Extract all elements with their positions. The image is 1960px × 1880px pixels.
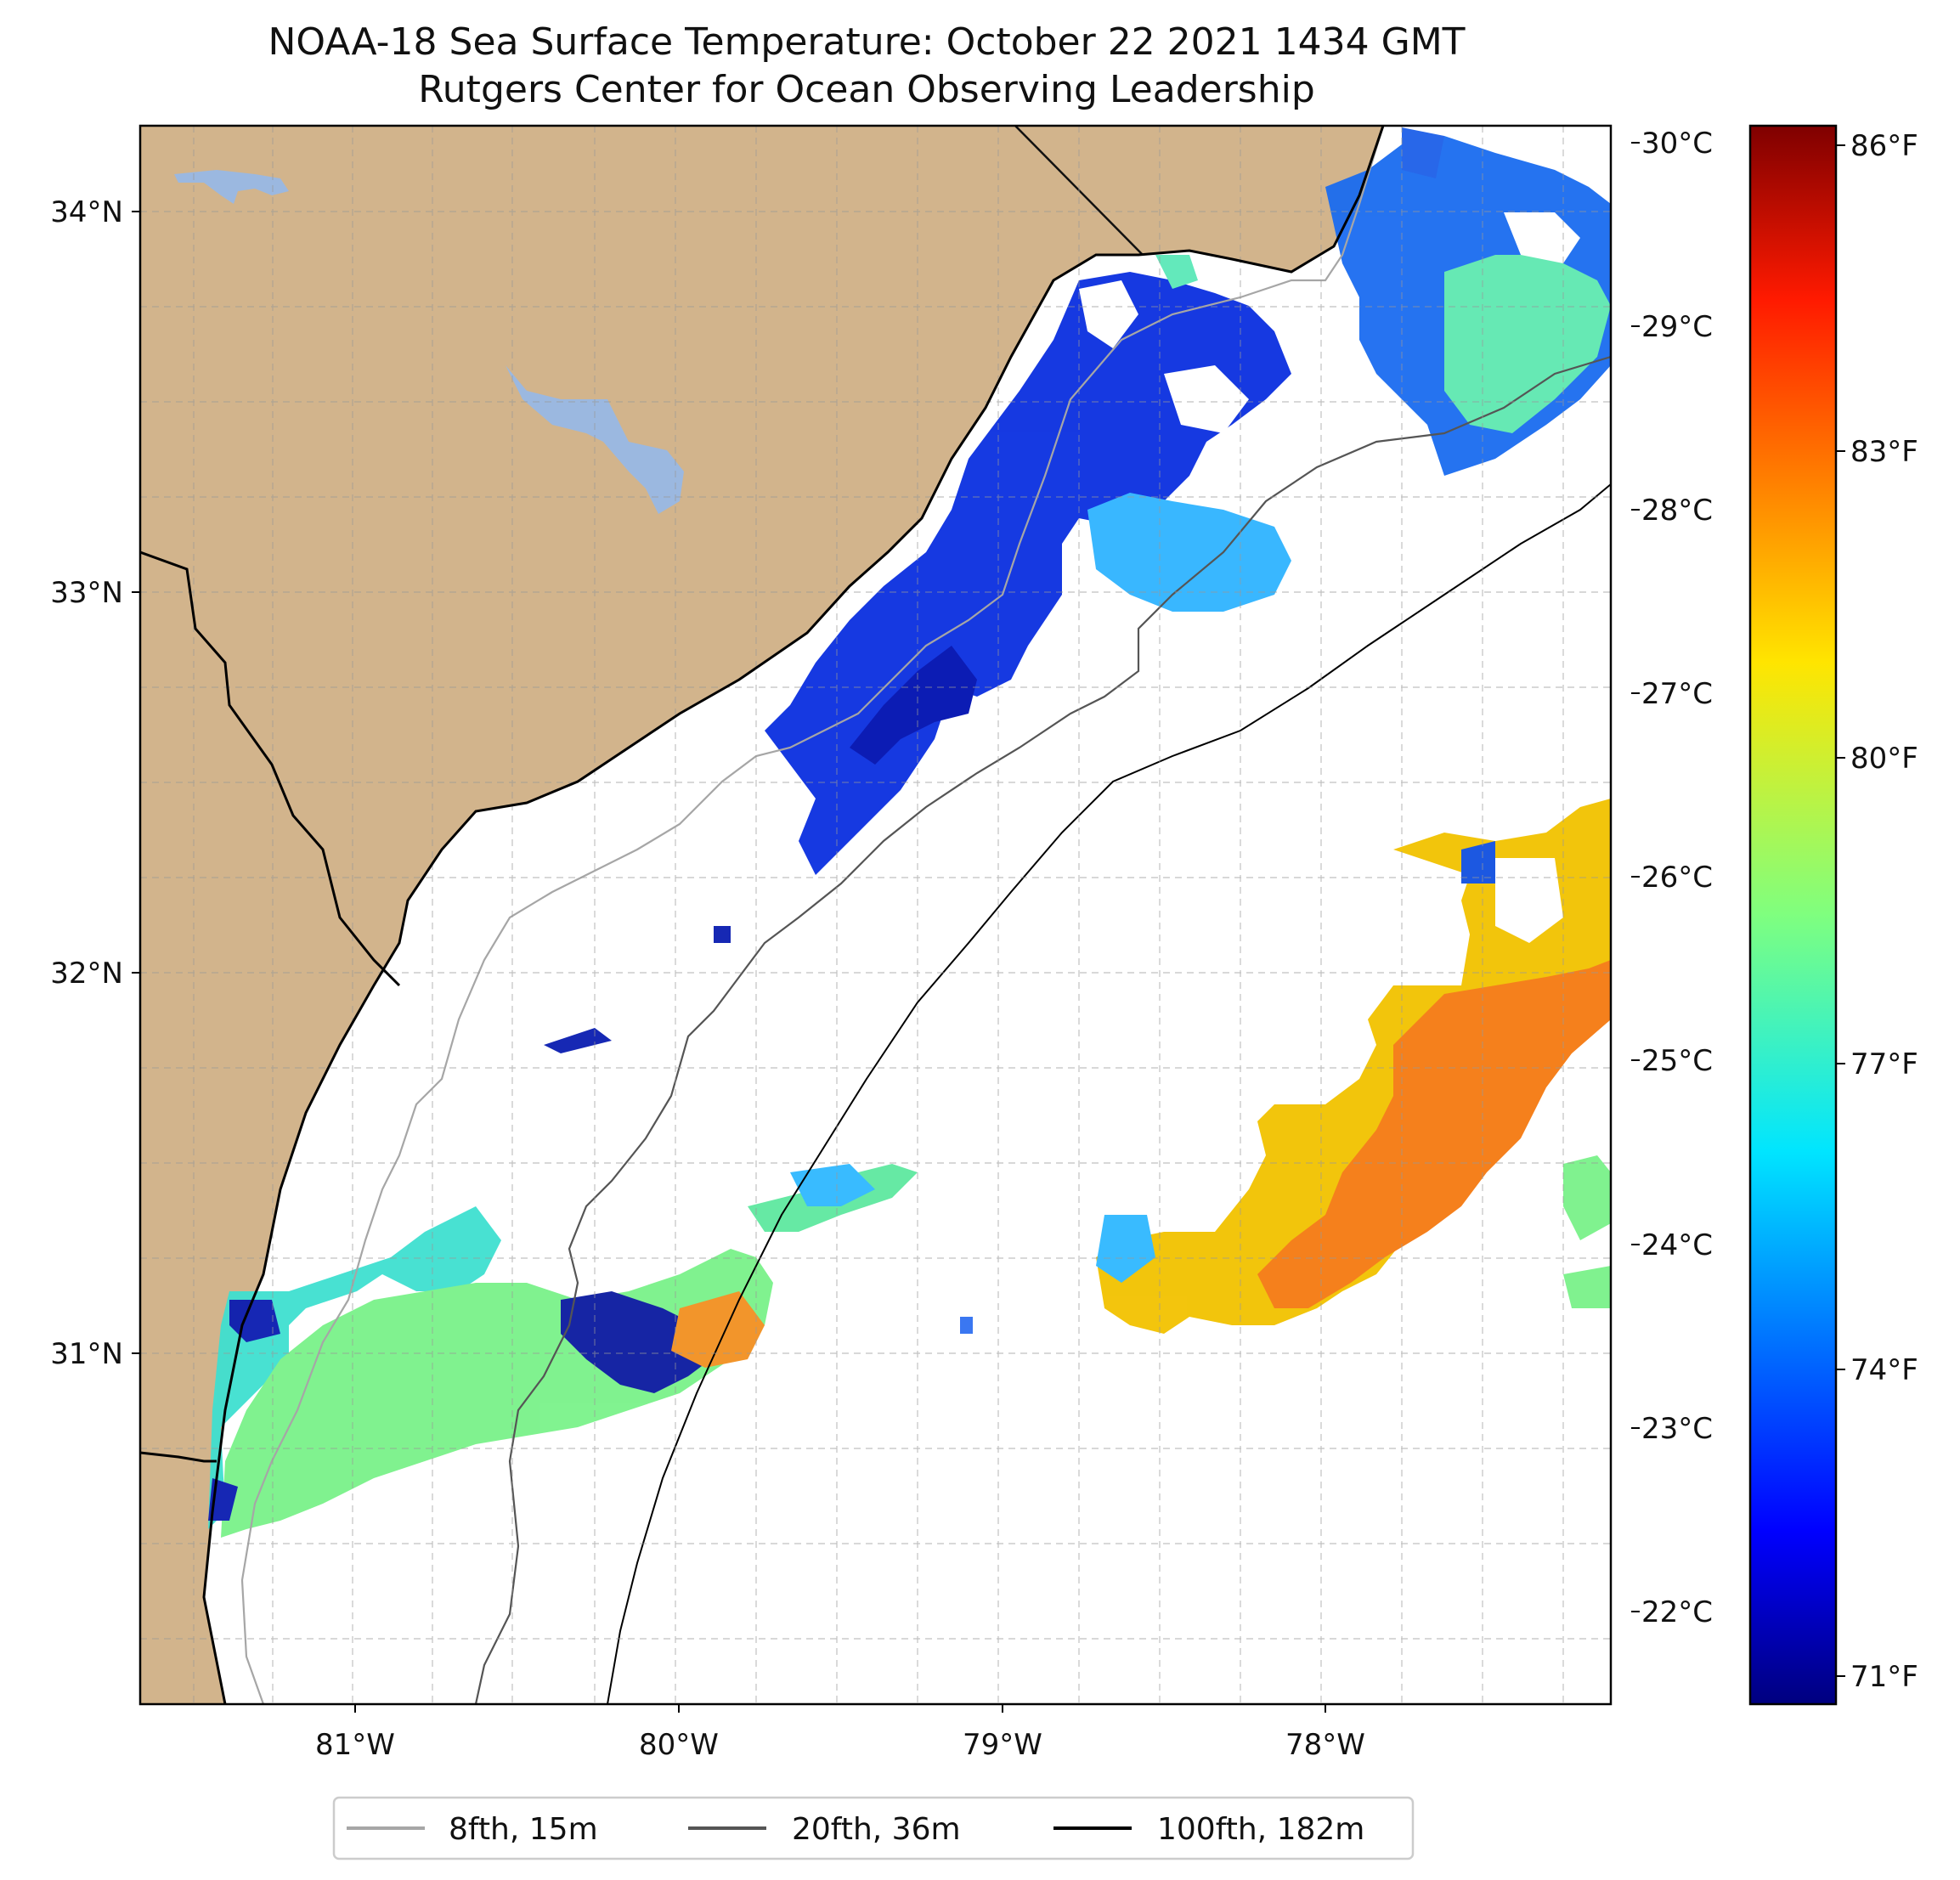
title-line-2: Rutgers Center for Ocean Observing Leade…: [418, 68, 1315, 111]
contour-8fth: [240, 126, 1385, 1704]
colorbar-celsius-axis: 30°C 29°C 28°C 27°C 26°C 25°C 24°C 23°C …: [1631, 127, 1713, 1629]
legend-label-100fth: 100fth, 182m: [1157, 1812, 1364, 1847]
state-line-south: [140, 1451, 217, 1463]
lat-label-31: 31°N: [50, 1337, 123, 1371]
legend: 8fth, 15m 20fth, 36m 100fth, 182m: [332, 1796, 1415, 1860]
cb-c-24: 24°C: [1641, 1228, 1713, 1262]
cb-f-86: 86°F: [1850, 129, 1918, 163]
contour-20fth: [474, 355, 1611, 1704]
title-line-1: NOAA-18 Sea Surface Temperature: October…: [268, 20, 1465, 64]
cb-c-22: 22°C: [1641, 1595, 1713, 1629]
cb-f-83: 83°F: [1850, 435, 1918, 469]
legend-label-8fth: 8fth, 15m: [449, 1812, 598, 1847]
lat-label-32: 32°N: [50, 957, 123, 991]
map-frame: [138, 124, 1613, 1706]
lon-label-78: 78°W: [1285, 1728, 1365, 1762]
lon-label-79: 79°W: [963, 1728, 1042, 1762]
coastline: [202, 126, 1385, 1704]
sst-data: [208, 127, 1611, 1538]
cb-c-23: 23°C: [1641, 1412, 1713, 1446]
cb-f-80: 80°F: [1850, 742, 1918, 776]
colorbar-fahrenheit-axis: 86°F 83°F 80°F 77°F 74°F 71°F: [1836, 129, 1918, 1694]
colorbar-gradient: [1748, 124, 1838, 1706]
map-area: [140, 126, 1611, 1704]
cb-f-74: 74°F: [1850, 1353, 1918, 1387]
cb-c-26: 26°C: [1641, 861, 1713, 895]
cb-f-77: 77°F: [1850, 1047, 1918, 1081]
cb-c-27: 27°C: [1641, 677, 1713, 711]
cb-c-25: 25°C: [1641, 1044, 1713, 1078]
cb-c-29: 29°C: [1641, 310, 1713, 344]
cb-f-71: 71°F: [1850, 1660, 1918, 1694]
lakes: [174, 170, 684, 514]
cb-c-28: 28°C: [1641, 494, 1713, 528]
legend-box: [332, 1796, 1415, 1860]
gridlines: [140, 126, 1611, 1704]
land-mass: [140, 126, 1383, 1704]
contour-100fth: [607, 483, 1611, 1704]
legend-label-20fth: 20fth, 36m: [792, 1812, 961, 1847]
cb-c-30: 30°C: [1641, 127, 1713, 161]
lat-axis: 34°N 33°N 32°N 31°N: [50, 195, 140, 1371]
lon-label-80: 80°W: [639, 1728, 719, 1762]
lon-axis: 81°W 80°W 79°W 78°W: [315, 1704, 1365, 1762]
lat-label-34: 34°N: [50, 195, 123, 229]
lon-label-81: 81°W: [315, 1728, 395, 1762]
lat-label-33: 33°N: [50, 576, 123, 610]
colorbar: 30°C 29°C 28°C 27°C 26°C 25°C 24°C 23°C …: [1631, 124, 1918, 1706]
state-line-west: [140, 550, 401, 987]
